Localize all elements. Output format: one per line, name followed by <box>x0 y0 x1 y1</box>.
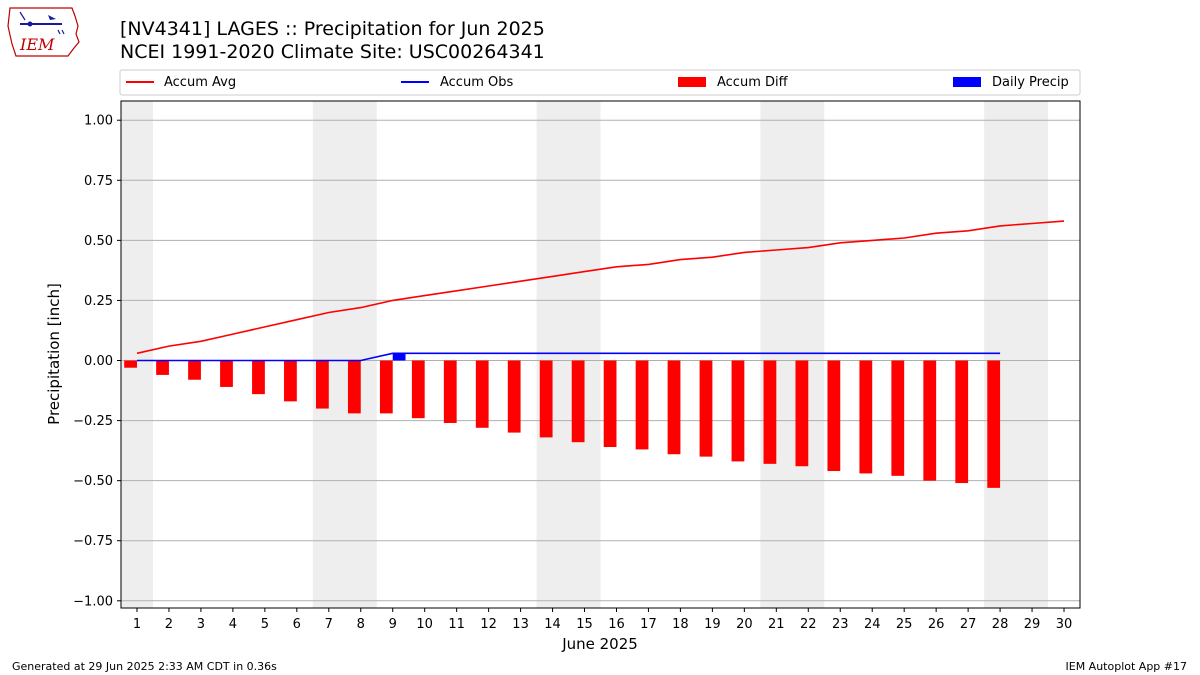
iem-logo: IEM <box>6 4 82 64</box>
app-credit: IEM Autoplot App #17 <box>1065 660 1188 673</box>
accum-diff-bar <box>124 360 137 368</box>
x-tick-label: 19 <box>704 617 721 632</box>
x-tick-label: 21 <box>768 617 785 632</box>
accum-diff-bar <box>315 360 329 409</box>
x-tick-label: 18 <box>672 617 689 632</box>
y-tick-label: −0.25 <box>73 414 113 429</box>
accum-diff-bars <box>124 360 1001 488</box>
x-tick-label: 4 <box>229 617 237 632</box>
x-tick-label: 24 <box>864 617 881 632</box>
daily-precip-bars <box>392 353 406 361</box>
y-tick-label: −1.00 <box>73 594 113 609</box>
accum-diff-bar <box>507 360 521 433</box>
x-tick-label: 17 <box>640 617 657 632</box>
x-tick-label: 30 <box>1056 617 1073 632</box>
x-tick-label: 13 <box>512 617 529 632</box>
legend-box <box>119 69 1081 96</box>
x-axis-ticks: 1 2 3 4 5 6 7 8 9 10 11 12 13 14 15 16 17 18 19 20 21 22 23 24 2… <box>133 608 1072 632</box>
iem-state-logo-icon: IEM <box>7 7 80 57</box>
accum-diff-bar <box>923 360 937 481</box>
y-tick-label: 0.00 <box>84 354 113 369</box>
weekend-bands <box>121 101 1049 608</box>
weekend-band <box>760 101 825 608</box>
accum-diff-bar <box>635 360 649 450</box>
x-tick-label: 28 <box>992 617 1009 632</box>
accum-diff-bar <box>667 360 681 455</box>
y-tick-label: 0.50 <box>84 234 113 249</box>
legend-diff-swatch <box>678 77 706 87</box>
x-tick-label: 7 <box>325 617 333 632</box>
x-tick-label: 8 <box>357 617 365 632</box>
y-tick-label: 0.25 <box>84 294 113 309</box>
legend-obs-label: Accum Obs <box>440 75 513 90</box>
accum-obs-line <box>137 352 1001 362</box>
x-tick-label: 22 <box>800 617 817 632</box>
y-axis-label: Precipitation [inch] <box>45 283 63 425</box>
weekend-band <box>984 101 1049 608</box>
weekend-band <box>312 101 377 608</box>
legend-daily-swatch <box>953 77 981 87</box>
accum-diff-bar <box>987 360 1001 488</box>
chart-subtitle: NCEI 1991-2020 Climate Site: USC00264341 <box>120 41 545 63</box>
accum-diff-bar <box>827 360 841 472</box>
chart-title: [NV4341] LAGES :: Precipitation for Jun … <box>120 18 545 40</box>
x-tick-label: 16 <box>608 617 625 632</box>
x-tick-label: 12 <box>480 617 497 632</box>
accum-diff-bar <box>411 360 425 419</box>
x-tick-label: 20 <box>736 617 753 632</box>
accum-diff-bar <box>188 360 201 380</box>
accum-diff-bar <box>220 360 233 387</box>
x-tick-label: 1 <box>133 617 141 632</box>
x-tick-label: 15 <box>576 617 593 632</box>
accum-diff-bar <box>443 360 457 423</box>
x-tick-label: 26 <box>928 617 945 632</box>
x-axis-label: June 2025 <box>561 635 638 653</box>
generated-timestamp: Generated at 29 Jun 2025 2:33 AM CDT in … <box>12 660 277 673</box>
x-tick-label: 23 <box>832 617 849 632</box>
accum-avg-line <box>136 220 1065 355</box>
accum-diff-bar <box>252 360 265 395</box>
x-tick-label: 3 <box>197 617 205 632</box>
weekend-band <box>121 101 153 608</box>
y-axis-ticks: −1.00 −0.75 −0.50 −0.25 0.00 0.25 0.50 0.75 1.00 <box>73 114 121 609</box>
x-tick-label: 9 <box>389 617 397 632</box>
accum-diff-bar <box>955 360 969 484</box>
legend-daily-label: Daily Precip <box>992 75 1069 90</box>
accum-diff-bar <box>156 360 169 375</box>
accum-diff-bar <box>347 360 361 414</box>
y-tick-label: −0.50 <box>73 474 113 489</box>
y-tick-label: 1.00 <box>84 114 113 129</box>
legend-diff-label: Accum Diff <box>717 75 789 90</box>
x-tick-label: 6 <box>293 617 301 632</box>
plot-frame <box>120 100 1081 609</box>
x-tick-label: 29 <box>1024 617 1041 632</box>
y-tick-label: −0.75 <box>73 534 113 549</box>
accum-diff-bar <box>284 360 297 402</box>
x-tick-label: 11 <box>448 617 465 632</box>
accum-diff-bar <box>763 360 777 464</box>
x-tick-label: 14 <box>544 617 561 632</box>
y-tick-label: 0.75 <box>84 174 113 189</box>
logo-text: IEM <box>19 35 55 54</box>
accum-diff-bar <box>475 360 489 428</box>
accum-diff-bar <box>603 360 617 448</box>
x-tick-label: 2 <box>165 617 173 632</box>
legend: Accum Avg Accum Obs Accum Diff Daily Pre… <box>119 69 1081 96</box>
accum-diff-bar <box>571 360 585 443</box>
daily-precip-bar <box>392 353 406 361</box>
accum-diff-bar <box>379 360 393 414</box>
x-tick-label: 5 <box>261 617 269 632</box>
accum-diff-bar <box>859 360 873 474</box>
x-tick-label: 27 <box>960 617 977 632</box>
weekend-band <box>536 101 601 608</box>
accum-diff-bar <box>795 360 809 467</box>
accum-diff-bar <box>539 360 553 438</box>
accum-diff-bar <box>731 360 745 462</box>
x-tick-label: 25 <box>896 617 913 632</box>
legend-avg-label: Accum Avg <box>164 75 236 90</box>
accum-diff-bar <box>891 360 905 476</box>
accum-diff-bar <box>699 360 713 457</box>
x-tick-label: 10 <box>416 617 433 632</box>
